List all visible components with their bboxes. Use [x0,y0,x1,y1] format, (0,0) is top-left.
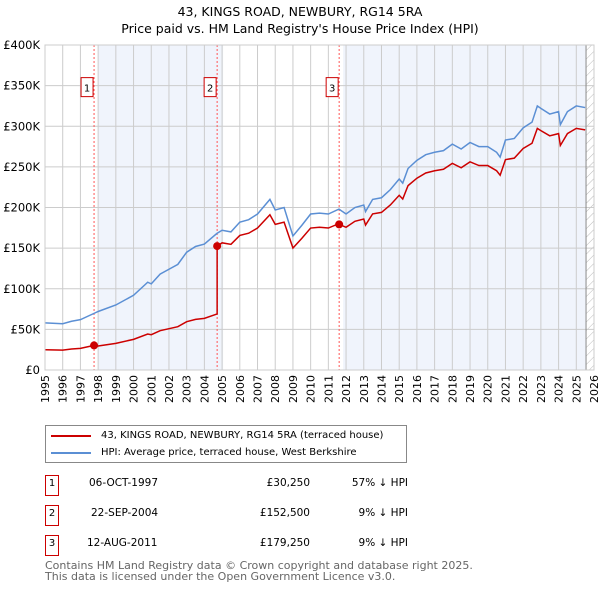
sale-price: £30,250 [266,477,310,489]
x-tick-label: 2020 [482,375,495,403]
x-tick-label: 2008 [269,375,282,403]
footer-line: Contains HM Land Registry data © Crown c… [45,559,473,572]
sale-marker-label: 2 [207,84,213,95]
sale-date: 12-AUG-2011 [87,537,158,549]
y-tick-label: £50K [11,322,41,336]
y-tick-label: £150K [3,241,40,255]
x-tick-label: 2017 [429,375,442,403]
x-tick-label: 2007 [252,375,265,403]
x-tick-label: 2004 [198,375,211,403]
x-tick-label: 1996 [57,375,70,403]
legend: 43, KINGS ROAD, NEWBURY, RG14 5RA (terra… [45,425,407,463]
x-tick-label: 2002 [163,375,176,403]
sale-price: £179,250 [259,537,310,549]
sale-marker-box [325,77,339,98]
sale-date: 06-OCT-1997 [89,477,158,489]
x-tick-label: 1999 [110,375,123,403]
sale-date: 22-SEP-2004 [91,507,159,519]
x-tick-label: 2024 [553,375,566,403]
sale-point [335,220,344,229]
x-tick-label: 2003 [181,375,194,403]
sale-marker-label: 1 [84,84,90,95]
footer-line: This data is licensed under the Open Gov… [45,570,396,583]
x-tick-label: 1997 [74,375,87,403]
legend-swatch-property [51,434,91,437]
sale-marker-label: 1 [45,475,59,496]
x-tick-label: 2000 [128,375,141,403]
y-tick-label: £400K [3,38,40,52]
sale-row: 3 12-AUG-2011 £179,250 9% ↓ HPI [45,535,408,556]
price-chart: 1995 1996 1997 1998 1999 2000 2001 2002 2003 2004… [3,38,600,403]
hpi-line [44,104,586,325]
sale-price: £152,500 [259,507,310,519]
y-tick-label: £0 [25,363,40,377]
x-tick-label: 2013 [358,375,371,403]
y-tick-label: £200K [3,201,40,215]
y-tick-label: £250K [3,160,40,174]
legend-label-hpi: HPI: Average price, terraced house, West… [101,447,357,458]
x-tick-label: 2001 [145,375,158,403]
x-tick-label: 2006 [234,375,247,403]
x-tick-label: 2026 [588,375,600,403]
x-tick-label: 2010 [305,375,318,403]
plot-frame [44,44,595,371]
sale-row: 2 22-SEP-2004 £152,500 9% ↓ HPI [45,505,408,526]
sale-marker-box [80,77,94,98]
sale-point [213,242,222,251]
x-tick-label: 2011 [322,375,335,403]
x-tick-label: 2012 [340,375,353,403]
y-tick-label: £100K [3,282,40,296]
legend-label-property: 43, KINGS ROAD, NEWBURY, RG14 5RA (terra… [101,430,384,441]
x-tick-label: 2019 [464,375,477,403]
x-tick-label: 2025 [570,375,583,403]
sale-marker-box [203,77,217,98]
sale-point [90,341,99,350]
sale-marker-label: 3 [329,84,335,95]
x-tick-label: 1995 [39,375,52,403]
x-tick-label: 2009 [287,375,300,403]
x-tick-label: 1998 [92,375,105,403]
x-tick-label: 2015 [393,375,406,403]
x-tick-label: 2022 [517,375,530,403]
sale-marker-label: 2 [45,505,59,526]
x-tick-label: 2005 [216,375,229,403]
sale-hpi-diff: 9% ↓ HPI [358,507,408,519]
x-tick-label: 2023 [535,375,548,403]
x-tick-label: 2014 [375,375,388,403]
sale-row: 1 06-OCT-1997 £30,250 57% ↓ HPI [45,475,408,496]
footer: Contains HM Land Registry data © Crown c… [45,560,473,582]
x-tick-label: 2021 [499,375,512,403]
y-tick-label: £350K [3,79,40,93]
chart-subtitle: Price paid vs. HM Land Registry's House … [121,21,479,36]
legend-swatch-hpi [51,451,91,454]
chart-title: 43, KINGS ROAD, NEWBURY, RG14 5RA [177,4,423,19]
sale-hpi-diff: 57% ↓ HPI [351,477,408,489]
y-tick-label: £300K [3,119,40,133]
x-tick-label: 2016 [411,375,424,403]
sale-marker-label: 3 [45,535,59,556]
x-tick-label: 2018 [446,375,459,403]
sale-hpi-diff: 9% ↓ HPI [358,537,408,549]
